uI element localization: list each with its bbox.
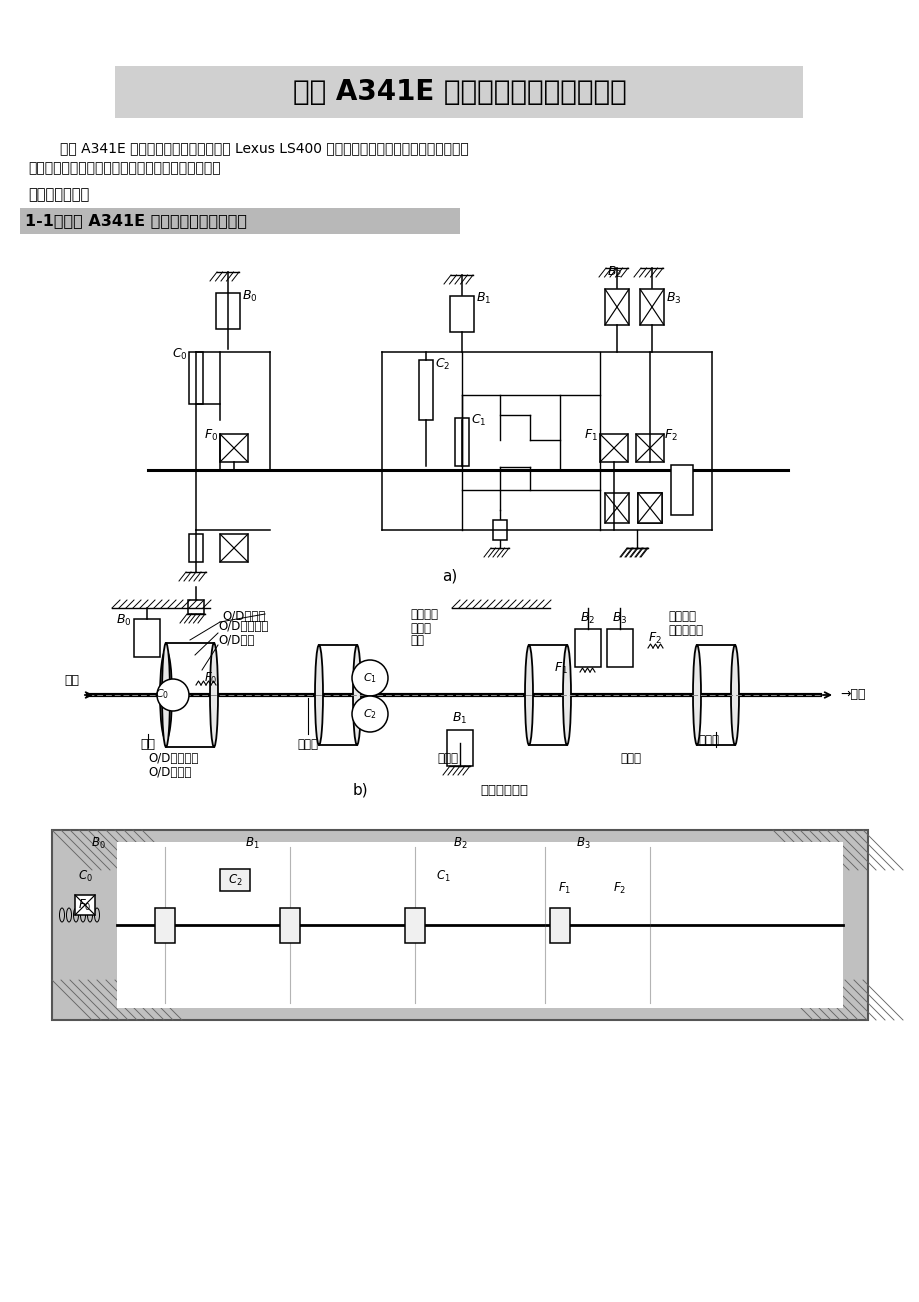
Text: $F_0$: $F_0$ (78, 897, 92, 913)
Text: 齿轮: 齿轮 (410, 634, 424, 647)
Text: 前行星架: 前行星架 (410, 608, 437, 621)
Text: $B_2$: $B_2$ (607, 264, 622, 280)
Ellipse shape (160, 650, 172, 740)
Text: $B_2$: $B_2$ (452, 836, 467, 850)
Bar (188, 534, 203, 562)
Text: $B_1$: $B_1$ (244, 836, 259, 850)
Text: 丰田 A341E 自动变速器拆装指导资料: 丰田 A341E 自动变速器拆装指导资料 (293, 78, 626, 105)
Text: $C_0$: $C_0$ (154, 687, 169, 700)
Text: b): b) (352, 783, 368, 798)
Bar (115, 66, 802, 118)
Text: $C_2$: $C_2$ (363, 707, 377, 721)
Bar (52, 829, 867, 1019)
Bar (188, 352, 203, 404)
Text: 后行星齿轮: 后行星齿轮 (667, 624, 702, 637)
Text: a): a) (442, 569, 457, 583)
Text: $B_0$: $B_0$ (117, 612, 131, 628)
Bar (220, 434, 248, 462)
Text: 后行星架: 后行星架 (667, 609, 696, 622)
Text: 输入: 输入 (141, 737, 155, 750)
Text: 输出轴: 输出轴 (698, 733, 719, 746)
Text: $C_1$: $C_1$ (363, 671, 377, 685)
Bar (216, 293, 240, 329)
Bar (75, 894, 95, 915)
Text: $C_2$: $C_2$ (227, 872, 242, 888)
Bar (220, 534, 248, 562)
Text: $B_3$: $B_3$ (612, 611, 627, 626)
Text: $B_1$: $B_1$ (475, 290, 491, 306)
Ellipse shape (731, 644, 738, 745)
Bar (599, 434, 628, 462)
Text: $B_2$: $B_2$ (580, 611, 595, 626)
Text: $B_0$: $B_0$ (242, 289, 257, 303)
Text: →输二: →输二 (839, 687, 865, 700)
Text: 输入轴: 输入轴 (297, 737, 318, 750)
Bar (187, 600, 204, 615)
Bar (455, 418, 469, 466)
Text: $F_1$: $F_1$ (584, 427, 597, 443)
Bar (637, 493, 662, 523)
Text: 1-1、丰田 A341E 自动变速器结构原理图: 1-1、丰田 A341E 自动变速器结构原理图 (25, 214, 246, 228)
Ellipse shape (525, 644, 532, 745)
Bar (635, 434, 664, 462)
Text: $B_3$: $B_3$ (665, 290, 681, 306)
Bar (220, 868, 250, 891)
Text: $F_1$: $F_1$ (558, 880, 571, 896)
Circle shape (352, 697, 388, 732)
Circle shape (352, 660, 388, 697)
Ellipse shape (314, 644, 323, 745)
Bar (154, 907, 175, 943)
Text: 后齿圈: 后齿圈 (619, 751, 641, 764)
Text: 丰田 A341E 自动变速器曾用于丰田凌志 Lexus LS400 汽车上，是辛普森式自动变速器的典型: 丰田 A341E 自动变速器曾用于丰田凌志 Lexus LS400 汽车上，是辛… (60, 141, 469, 155)
Circle shape (157, 680, 188, 711)
Bar (134, 618, 160, 658)
Bar (605, 493, 629, 523)
Text: $C_0$: $C_0$ (77, 868, 92, 884)
Bar (670, 465, 692, 516)
Bar (574, 629, 600, 667)
Text: $C_1$: $C_1$ (436, 868, 450, 884)
Text: $F_1$: $F_1$ (553, 660, 567, 676)
Text: $F_2$: $F_2$ (647, 630, 661, 646)
Text: O/D行星架: O/D行星架 (221, 609, 265, 622)
Text: 输入: 输入 (64, 674, 79, 687)
Text: O/D太阳齿轮: O/D太阳齿轮 (148, 751, 199, 764)
Text: $F_0$: $F_0$ (204, 671, 217, 686)
Bar (637, 493, 662, 523)
Text: $F_2$: $F_2$ (613, 880, 626, 896)
Bar (20, 208, 460, 234)
Bar (117, 842, 842, 1008)
Bar (605, 289, 629, 326)
Bar (447, 730, 472, 766)
Text: 前齿圈: 前齿圈 (437, 751, 458, 764)
Bar (404, 907, 425, 943)
Text: $C_1$: $C_1$ (471, 413, 486, 427)
Text: 前后太阳齿轮: 前后太阳齿轮 (480, 784, 528, 797)
Text: O/D齿圈: O/D齿圈 (218, 634, 254, 647)
Text: $F_0$: $F_0$ (204, 427, 218, 443)
Bar (607, 629, 632, 667)
Bar (550, 907, 570, 943)
Bar (418, 359, 433, 421)
Ellipse shape (162, 643, 170, 747)
Text: O/D行星齿轮: O/D行星齿轮 (218, 621, 268, 634)
Text: $B_0$: $B_0$ (91, 836, 106, 850)
Text: $B_3$: $B_3$ (575, 836, 590, 850)
Text: $B_1$: $B_1$ (452, 711, 467, 727)
Text: 前行星: 前行星 (410, 621, 430, 634)
Bar (493, 519, 506, 540)
Ellipse shape (353, 644, 360, 745)
Ellipse shape (210, 643, 218, 747)
Text: 代表。它有四个前进档，一个倒档。四档是超速档。: 代表。它有四个前进档，一个倒档。四档是超速档。 (28, 161, 221, 174)
Ellipse shape (692, 644, 700, 745)
Bar (279, 907, 300, 943)
Ellipse shape (562, 644, 571, 745)
Text: $C_2$: $C_2$ (435, 357, 449, 371)
Bar (640, 289, 664, 326)
Bar (449, 296, 473, 332)
Text: 一、结构原理：: 一、结构原理： (28, 187, 89, 203)
Text: $C_0$: $C_0$ (172, 346, 187, 362)
Text: $F_2$: $F_2$ (664, 427, 677, 443)
Text: O/D输入轴: O/D输入轴 (148, 766, 191, 779)
